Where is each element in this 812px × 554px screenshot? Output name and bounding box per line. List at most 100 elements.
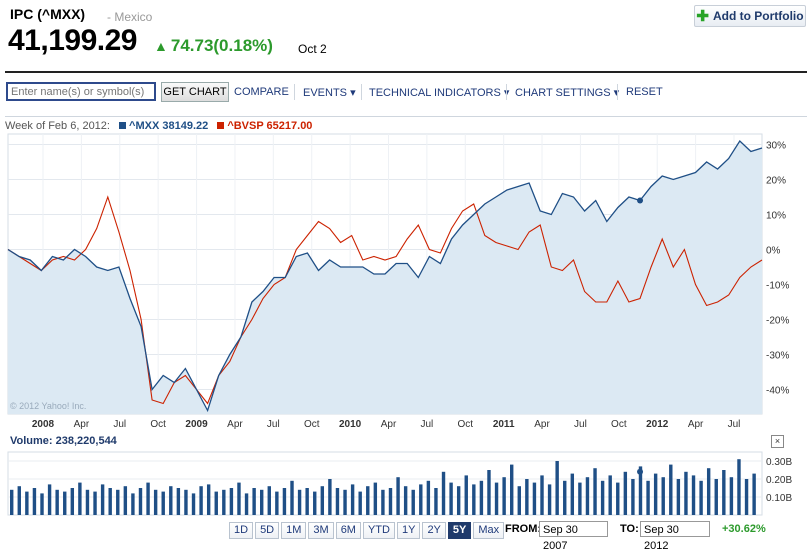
volume-bar [10, 489, 14, 515]
chart-settings-menu[interactable]: CHART SETTINGS ▾ [515, 87, 620, 99]
to-label: TO: [620, 523, 639, 535]
reset-link[interactable]: RESET [626, 86, 663, 98]
volume-bar [669, 464, 673, 515]
range-selector: 1D 5D 1M 3M 6M YTD 1Y 2Y 5Y Max [229, 522, 506, 539]
bvsp-swatch [217, 122, 225, 129]
volume-bar [646, 480, 650, 515]
plus-icon: ✚ [696, 8, 709, 25]
volume-bar [403, 486, 408, 515]
volume-bar [479, 480, 484, 515]
volume-bar [706, 468, 711, 515]
volume-bar [623, 471, 628, 515]
volume-bar [532, 482, 537, 515]
volume-bar [116, 489, 120, 515]
yahoo-watermark: © 2012 Yahoo! Inc. [10, 401, 86, 411]
x-tick-label: Oct [304, 419, 320, 430]
volume-bar [206, 484, 211, 515]
x-tick-label: 2010 [339, 419, 362, 430]
x-axis: 2008 Apr Jul Oct 2009 Apr Jul Oct 2010 Apr Jul Oct 2… [32, 419, 741, 430]
technical-indicators-menu[interactable]: TECHNICAL INDICATORS ▾ [369, 87, 510, 99]
legend-date: Week of Feb 6, 2012: [5, 120, 110, 132]
x-tick-label: Jul [113, 419, 126, 430]
volume-bar [388, 488, 393, 515]
mxx-area [8, 141, 762, 414]
add-to-portfolio-button[interactable]: ✚ Add to Portfolio [694, 5, 806, 27]
x-tick-label: Jul [574, 419, 587, 430]
volume-bar [55, 489, 59, 515]
volume-bar [525, 479, 529, 515]
volume-bar [729, 477, 734, 515]
events-menu[interactable]: EVENTS ▾ [303, 87, 356, 99]
volume-bar [449, 482, 453, 515]
volume-bar [555, 461, 559, 515]
volume-bar [63, 491, 67, 515]
volume-bar [472, 484, 476, 515]
compare-link[interactable]: COMPARE [234, 86, 289, 98]
volume-bar [487, 470, 491, 515]
range-max-button[interactable]: Max [473, 522, 505, 539]
volume-bar [282, 488, 287, 515]
volume-bar [373, 482, 378, 515]
volume-bar [93, 491, 97, 515]
header-divider [5, 71, 807, 73]
range-1y-button[interactable]: 1Y [396, 522, 421, 539]
volume-bar [434, 488, 438, 515]
up-arrow-icon: ▲ [154, 38, 168, 54]
range-6m-button[interactable]: 6M [335, 522, 361, 539]
volume-bar [184, 489, 188, 515]
volume-tick-label: 0.20B [766, 475, 792, 486]
volume-bar [510, 464, 514, 515]
period-change: +30.62% [722, 523, 766, 535]
volume-bar [737, 459, 741, 515]
y-tick-label: 0% [766, 246, 781, 257]
volume-bar [290, 480, 294, 515]
price-chart[interactable]: 30% 20% 10% 0% -10% -20% -30% -40% 2008 Apr Jul Oc… [0, 0, 812, 542]
y-tick-label: -10% [766, 281, 789, 292]
range-5y-button[interactable]: 5Y [447, 522, 472, 539]
toolbar-divider [617, 84, 618, 100]
volume-bar [100, 484, 105, 515]
range-1d-button[interactable]: 1D [229, 522, 254, 539]
volume-bar [366, 486, 370, 515]
range-1m-button[interactable]: 1M [281, 522, 307, 539]
hover-marker [637, 197, 644, 204]
volume-bar [722, 470, 726, 515]
x-tick-label: Apr [74, 419, 90, 430]
range-3m-button[interactable]: 3M [308, 522, 334, 539]
volume-bar [494, 482, 499, 515]
x-tick-label: 2009 [185, 419, 208, 430]
x-tick-label: Oct [150, 419, 166, 430]
from-date-input[interactable]: Sep 30 2007 [539, 521, 608, 552]
volume-label: Volume: 238,220,544 [10, 435, 117, 447]
volume-bar [85, 489, 90, 515]
volume-bar [335, 488, 340, 515]
volume-bar [32, 488, 37, 515]
volume-bar [153, 489, 158, 515]
legend-bvsp: ^BVSP 65217.00 [227, 120, 313, 132]
volume-bar [578, 482, 582, 515]
volume-bar [608, 475, 612, 515]
volume-bar [25, 491, 29, 515]
close-volume-button[interactable]: × [771, 435, 784, 448]
x-tick-label: Jul [267, 419, 280, 430]
y-tick-label: -30% [766, 351, 789, 362]
range-5d-button[interactable]: 5D [255, 522, 280, 539]
range-ytd-button[interactable]: YTD [362, 522, 395, 539]
bvsp-line [7, 195, 763, 405]
get-chart-button[interactable]: GET CHART [161, 82, 229, 102]
volume-bar [47, 484, 52, 515]
volume-bar [381, 489, 385, 515]
toolbar-divider [361, 84, 362, 100]
y-tick-label: -20% [766, 316, 789, 327]
range-2y-button[interactable]: 2Y [422, 522, 446, 539]
symbol-search-input[interactable] [6, 82, 156, 101]
toolbar-divider [294, 84, 295, 100]
volume-bar [199, 486, 203, 515]
to-date-input[interactable]: Sep 30 2012 [640, 521, 710, 552]
add-to-portfolio-label: Add to Portfolio [712, 9, 804, 23]
x-tick-label: Oct [611, 419, 627, 430]
stock-title: IPC (^MXX) [10, 6, 86, 22]
x-tick-label: Apr [534, 419, 550, 430]
volume-bar [752, 473, 756, 515]
y-tick-label: 30% [766, 141, 786, 152]
